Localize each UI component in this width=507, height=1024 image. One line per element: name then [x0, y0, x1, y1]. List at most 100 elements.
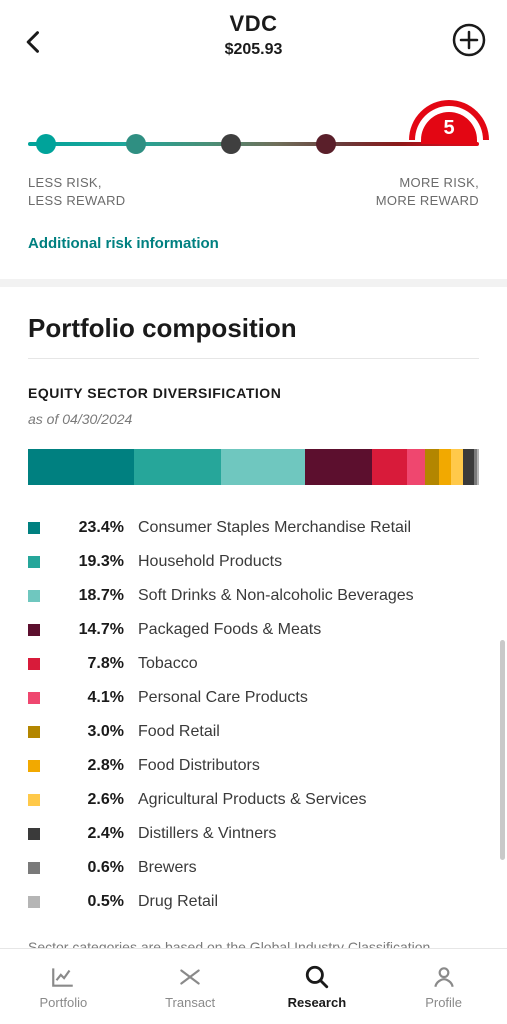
- legend-swatch: [28, 590, 40, 602]
- content-scroll[interactable]: 5 LESS RISK, LESS REWARD MORE RISK, MORE…: [0, 70, 507, 948]
- legend-pct: 0.5%: [58, 893, 124, 911]
- tab-label: Research: [288, 995, 347, 1010]
- legend-label: Food Retail: [138, 723, 220, 741]
- legend-pct: 0.6%: [58, 859, 124, 877]
- sector-bar-segment: [439, 449, 452, 485]
- legend-swatch: [28, 828, 40, 840]
- section-divider: [0, 279, 507, 287]
- person-icon: [431, 964, 457, 990]
- legend-pct: 2.6%: [58, 791, 124, 809]
- legend-label: Tobacco: [138, 655, 198, 673]
- sector-bar-segment: [477, 449, 479, 485]
- legend-swatch: [28, 726, 40, 738]
- legend-row: 2.4%Distillers & Vintners: [28, 817, 479, 851]
- ticker-price: $205.93: [225, 41, 283, 59]
- tab-research[interactable]: Research: [254, 949, 381, 1024]
- risk-info-link[interactable]: Additional risk information: [28, 235, 219, 252]
- legend-swatch: [28, 556, 40, 568]
- legend-pct: 23.4%: [58, 519, 124, 537]
- legend-label: Packaged Foods & Meats: [138, 621, 321, 639]
- legend-label: Brewers: [138, 859, 197, 877]
- plus-circle-icon: [451, 22, 487, 58]
- legend-swatch: [28, 624, 40, 636]
- sector-bar-segment: [221, 449, 305, 485]
- tab-label: Portfolio: [40, 995, 88, 1010]
- legend-swatch: [28, 692, 40, 704]
- tab-profile[interactable]: Profile: [380, 949, 507, 1024]
- scroll-indicator: [500, 640, 505, 860]
- legend-swatch: [28, 896, 40, 908]
- tab-label: Profile: [425, 995, 462, 1010]
- rule: [28, 358, 479, 359]
- risk-left-line1: LESS RISK,: [28, 174, 125, 192]
- legend-swatch: [28, 794, 40, 806]
- header: VDC $205.93: [0, 0, 507, 70]
- add-button[interactable]: [451, 22, 487, 58]
- legend-row: 19.3% Household Products: [28, 545, 479, 579]
- ticker-symbol: VDC: [225, 11, 283, 37]
- sector-bar-segment: [407, 449, 426, 485]
- tab-bar: Portfolio Transact Research Profile: [0, 948, 507, 1024]
- sector-bar-segment: [463, 449, 474, 485]
- chevron-left-icon: [20, 28, 48, 56]
- sector-footnote: Sector categories are based on the Globa…: [28, 937, 479, 948]
- risk-gauge: 5: [409, 100, 489, 144]
- legend-pct: 4.1%: [58, 689, 124, 707]
- legend-row: 0.6% Brewers: [28, 851, 479, 885]
- risk-dot: [221, 134, 241, 154]
- legend-pct: 19.3%: [58, 553, 124, 571]
- legend-label: Agricultural Products & Services: [138, 791, 367, 809]
- sector-bar-segment: [305, 449, 371, 485]
- legend-label: Personal Care Products: [138, 689, 308, 707]
- legend-pct: 14.7%: [58, 621, 124, 639]
- legend-row: 4.1% Personal Care Products: [28, 681, 479, 715]
- legend-label: Household Products: [138, 553, 282, 571]
- composition-title: Portfolio composition: [28, 313, 479, 344]
- risk-right-line1: MORE RISK,: [376, 174, 479, 192]
- sector-bar-segment: [134, 449, 221, 485]
- legend-label: Drug Retail: [138, 893, 218, 911]
- risk-meter: 5: [28, 100, 479, 160]
- risk-dot: [36, 134, 56, 154]
- chart-line-icon: [50, 964, 76, 990]
- legend-row: 0.5% Drug Retail: [28, 885, 479, 919]
- legend-row: 14.7% Packaged Foods & Meats: [28, 613, 479, 647]
- risk-labels: LESS RISK, LESS REWARD MORE RISK, MORE R…: [28, 174, 479, 209]
- sector-legend: 23.4% Consumer Staples Merchandise Retail…: [28, 511, 479, 919]
- legend-swatch: [28, 522, 40, 534]
- tab-transact[interactable]: Transact: [127, 949, 254, 1024]
- as-of-date: as of 04/30/2024: [28, 411, 479, 427]
- legend-row: 18.7% Soft Drinks & Non-alcoholic Beverag…: [28, 579, 479, 613]
- legend-row: 2.6% Agricultural Products & Services: [28, 783, 479, 817]
- legend-row: 7.8% Tobacco: [28, 647, 479, 681]
- legend-pct: 2.8%: [58, 757, 124, 775]
- risk-left-line2: LESS REWARD: [28, 192, 125, 210]
- risk-dot: [316, 134, 336, 154]
- tab-label: Transact: [165, 995, 215, 1010]
- sector-stacked-bar: [28, 449, 479, 485]
- legend-swatch: [28, 760, 40, 772]
- sector-bar-segment: [451, 449, 463, 485]
- shuffle-icon: [177, 964, 203, 990]
- legend-row: 23.4% Consumer Staples Merchandise Retail: [28, 511, 479, 545]
- back-button[interactable]: [20, 28, 48, 56]
- legend-pct: 3.0%: [58, 723, 124, 741]
- risk-dot: [126, 134, 146, 154]
- legend-label: Soft Drinks & Non-alcoholic Beverages: [138, 587, 414, 605]
- legend-row: 2.8% Food Distributors: [28, 749, 479, 783]
- legend-label: Food Distributors: [138, 757, 260, 775]
- legend-swatch: [28, 862, 40, 874]
- diversification-subhead: EQUITY SECTOR DIVERSIFICATION: [28, 385, 479, 401]
- legend-pct: 18.7%: [58, 587, 124, 605]
- legend-label: Distillers & Vintners: [138, 825, 276, 843]
- search-icon: [304, 964, 330, 990]
- legend-label: Consumer Staples Merchandise Retail: [138, 519, 411, 537]
- legend-pct: 7.8%: [58, 655, 124, 673]
- title-block: VDC $205.93: [225, 11, 283, 59]
- sector-bar-segment: [372, 449, 407, 485]
- sector-bar-segment: [425, 449, 439, 485]
- legend-row: 3.0% Food Retail: [28, 715, 479, 749]
- sector-bar-segment: [28, 449, 134, 485]
- tab-portfolio[interactable]: Portfolio: [0, 949, 127, 1024]
- legend-swatch: [28, 658, 40, 670]
